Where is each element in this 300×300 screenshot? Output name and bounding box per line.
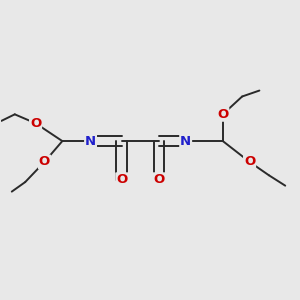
Text: O: O xyxy=(217,108,228,121)
Text: O: O xyxy=(153,173,164,186)
Text: O: O xyxy=(244,155,255,168)
Text: O: O xyxy=(116,173,128,186)
Text: N: N xyxy=(85,135,96,148)
Text: N: N xyxy=(180,135,191,148)
Text: O: O xyxy=(39,155,50,168)
Text: O: O xyxy=(30,117,41,130)
